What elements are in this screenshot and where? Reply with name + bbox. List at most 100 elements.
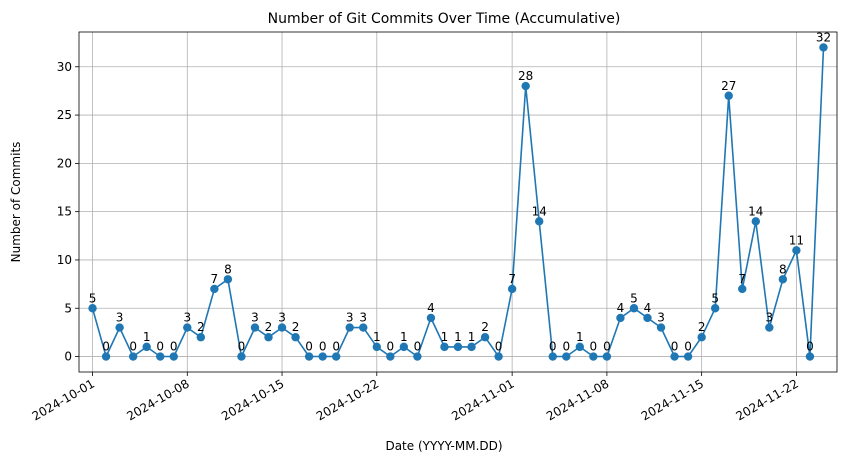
data-point — [183, 323, 192, 332]
data-point — [453, 342, 463, 352]
data-point — [589, 352, 598, 361]
data-point — [413, 352, 422, 361]
data-point — [738, 284, 747, 294]
x-tick-label: 2024-11-01 — [449, 376, 516, 423]
data-label: 4 — [617, 301, 625, 315]
data-label: 3 — [251, 311, 259, 325]
data-label: 0 — [387, 340, 395, 354]
grid — [79, 32, 837, 372]
data-point — [683, 352, 693, 361]
data-point — [223, 275, 233, 284]
y-tick-label: 5 — [64, 301, 72, 315]
data-label: 14 — [748, 204, 763, 218]
data-label: 5 — [630, 291, 638, 305]
data-point — [710, 304, 720, 313]
data-label: 0 — [129, 340, 137, 354]
data-point — [399, 342, 409, 352]
data-point — [765, 323, 774, 332]
data-label: 32 — [816, 30, 831, 44]
y-tick-label: 15 — [57, 205, 72, 219]
x-tick-label: 2024-10-01 — [30, 376, 97, 423]
x-tick-label: 2024-11-08 — [544, 376, 611, 423]
data-point — [480, 333, 490, 342]
data-label: 1 — [576, 330, 584, 344]
data-label: 0 — [806, 340, 814, 354]
y-tick-label: 10 — [57, 253, 72, 267]
data-label: 4 — [644, 301, 652, 315]
data-label: 11 — [789, 233, 804, 247]
data-label: 5 — [711, 291, 719, 305]
data-point — [629, 304, 639, 313]
data-label: 3 — [278, 311, 286, 325]
data-point — [291, 333, 300, 342]
data-point — [142, 342, 151, 352]
data-label: 7 — [738, 272, 746, 286]
data-point — [467, 342, 476, 352]
data-point — [670, 352, 679, 361]
data-label: 3 — [359, 311, 367, 325]
x-tick-label: 2024-10-08 — [124, 376, 191, 423]
data-point — [751, 217, 760, 226]
data-label: 0 — [671, 340, 679, 354]
data-point — [643, 313, 652, 323]
data-label: 7 — [508, 272, 516, 286]
y-tick-label: 0 — [64, 350, 72, 364]
data-point — [521, 81, 530, 91]
data-label: 3 — [183, 311, 191, 325]
y-axis-ticks: 0 5 10 15 20 25 30 — [57, 60, 79, 364]
data-point — [778, 275, 788, 284]
data-point — [386, 352, 395, 361]
data-label: 0 — [156, 340, 164, 354]
data-point — [318, 352, 327, 361]
y-tick-label: 20 — [57, 156, 72, 170]
data-point — [156, 352, 165, 361]
data-point — [792, 246, 801, 255]
data-point — [494, 352, 503, 361]
x-axis-label: Date (YYYY-MM.DD) — [385, 439, 502, 453]
data-point — [535, 217, 544, 226]
data-label: 2 — [197, 320, 205, 334]
data-point — [372, 342, 381, 352]
data-label: 0 — [332, 340, 340, 354]
data-label: 0 — [495, 340, 503, 354]
data-point — [115, 323, 124, 332]
data-label: 0 — [305, 340, 313, 354]
data-label: 3 — [116, 311, 124, 325]
data-point — [101, 352, 111, 361]
data-label: 0 — [549, 340, 557, 354]
data-point — [250, 323, 260, 332]
y-tick-label: 25 — [57, 108, 72, 122]
data-label: 1 — [454, 330, 462, 344]
data-label: 1 — [441, 330, 449, 344]
data-label: 8 — [779, 262, 787, 276]
data-label: 7 — [211, 272, 219, 286]
data-label: 8 — [224, 262, 232, 276]
data-point — [805, 352, 815, 361]
y-tick-label: 30 — [57, 60, 72, 74]
data-label: 3 — [766, 311, 774, 325]
data-point — [128, 352, 138, 361]
data-point — [169, 352, 178, 361]
data-point — [697, 333, 706, 342]
data-label: 2 — [265, 320, 273, 334]
x-tick-label: 2024-11-15 — [639, 376, 706, 423]
data-label: 0 — [562, 340, 570, 354]
data-point — [575, 342, 585, 352]
data-point — [264, 333, 273, 342]
data-label: 1 — [373, 330, 381, 344]
data-label: 0 — [414, 340, 422, 354]
data-point — [426, 313, 436, 323]
data-point — [656, 323, 666, 332]
data-label: 2 — [481, 320, 489, 334]
data-label: 0 — [170, 340, 178, 354]
data-label: 28 — [518, 69, 533, 83]
data-label: 2 — [698, 320, 706, 334]
data-point — [562, 352, 571, 361]
data-point — [602, 352, 612, 361]
data-point — [196, 333, 206, 342]
data-point — [440, 342, 449, 352]
data-label: 0 — [238, 340, 246, 354]
data-point — [819, 43, 828, 52]
data-label: 3 — [657, 311, 665, 325]
